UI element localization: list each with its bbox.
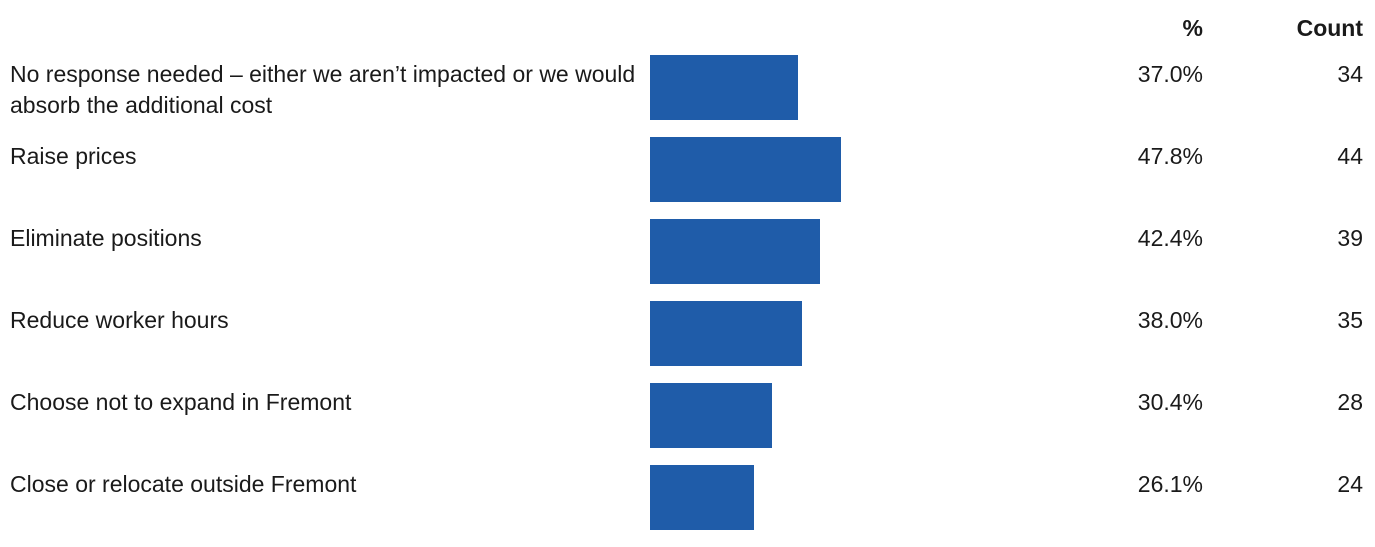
count-value: 34 — [1337, 61, 1363, 87]
row-label: Close or relocate outside Fremont — [10, 471, 357, 497]
chart-row: Choose not to expand in Fremont 30.4% 28 — [0, 383, 1375, 465]
count-value: 39 — [1337, 225, 1363, 251]
count-value: 24 — [1337, 471, 1363, 497]
bar — [650, 465, 755, 530]
count-value: 28 — [1337, 389, 1363, 415]
chart-row: Eliminate positions 42.4% 39 — [0, 219, 1375, 301]
percent-value: 26.1% — [1137, 471, 1203, 497]
percent-value: 37.0% — [1137, 61, 1203, 87]
percent-value: 47.8% — [1137, 143, 1203, 169]
chart-row: Raise prices 47.8% 44 — [0, 137, 1375, 219]
percent-value: 42.4% — [1137, 225, 1203, 251]
bar — [650, 55, 798, 120]
row-label: No response needed – either we aren’t im… — [10, 61, 636, 118]
row-label: Eliminate positions — [10, 225, 202, 251]
chart-row: Reduce worker hours 38.0% 35 — [0, 301, 1375, 383]
percent-column-header: % — [1182, 15, 1203, 41]
bar — [650, 301, 802, 366]
count-value: 35 — [1337, 307, 1363, 333]
count-value: 44 — [1337, 143, 1363, 169]
chart-row: Close or relocate outside Fremont 26.1% 24 — [0, 465, 1375, 547]
bar — [650, 383, 772, 448]
chart-row: No response needed – either we aren’t im… — [0, 55, 1375, 137]
bar — [650, 137, 842, 202]
percent-value: 38.0% — [1137, 307, 1203, 333]
row-label: Choose not to expand in Fremont — [10, 389, 352, 415]
count-column-header: Count — [1296, 15, 1363, 41]
row-label: Reduce worker hours — [10, 307, 229, 333]
bar — [650, 219, 820, 284]
row-label: Raise prices — [10, 143, 137, 169]
percent-value: 30.4% — [1137, 389, 1203, 415]
